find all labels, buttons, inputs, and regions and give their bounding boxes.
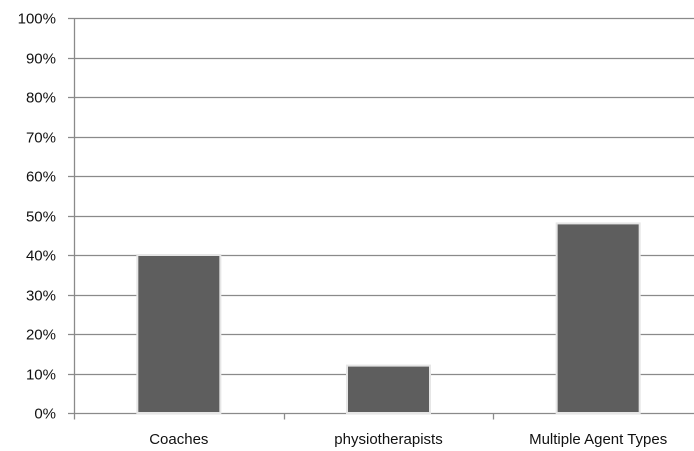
y-tick-label: 50% <box>26 209 56 226</box>
y-tick-label: 10% <box>26 367 56 384</box>
y-tick-label: 70% <box>26 130 56 147</box>
y-tick-label: 100% <box>18 11 56 28</box>
y-tick-label: 80% <box>26 90 56 107</box>
y-tick-label: 0% <box>34 406 56 423</box>
y-tick-label: 40% <box>26 248 56 265</box>
x-category-label: physiotherapists <box>334 431 442 448</box>
x-category-label: Coaches <box>149 431 208 448</box>
x-category-labels: Coaches physiotherapists Multiple Agent Ty… <box>149 431 667 448</box>
y-tick-label: 60% <box>26 169 56 186</box>
bar-multiple-agent-types <box>555 222 641 414</box>
y-tick-label: 20% <box>26 327 56 344</box>
y-tick-label: 30% <box>26 288 56 305</box>
x-category-label: Multiple Agent Types <box>529 431 667 448</box>
bar-physiotherapists <box>346 364 431 415</box>
bars <box>136 222 641 415</box>
bar-coaches <box>136 254 222 414</box>
y-tick-labels: 0% 10% 20% 30% 40% 50% 60% 70% 80% 90% 100% <box>18 11 56 423</box>
y-tick-label: 90% <box>26 51 56 68</box>
